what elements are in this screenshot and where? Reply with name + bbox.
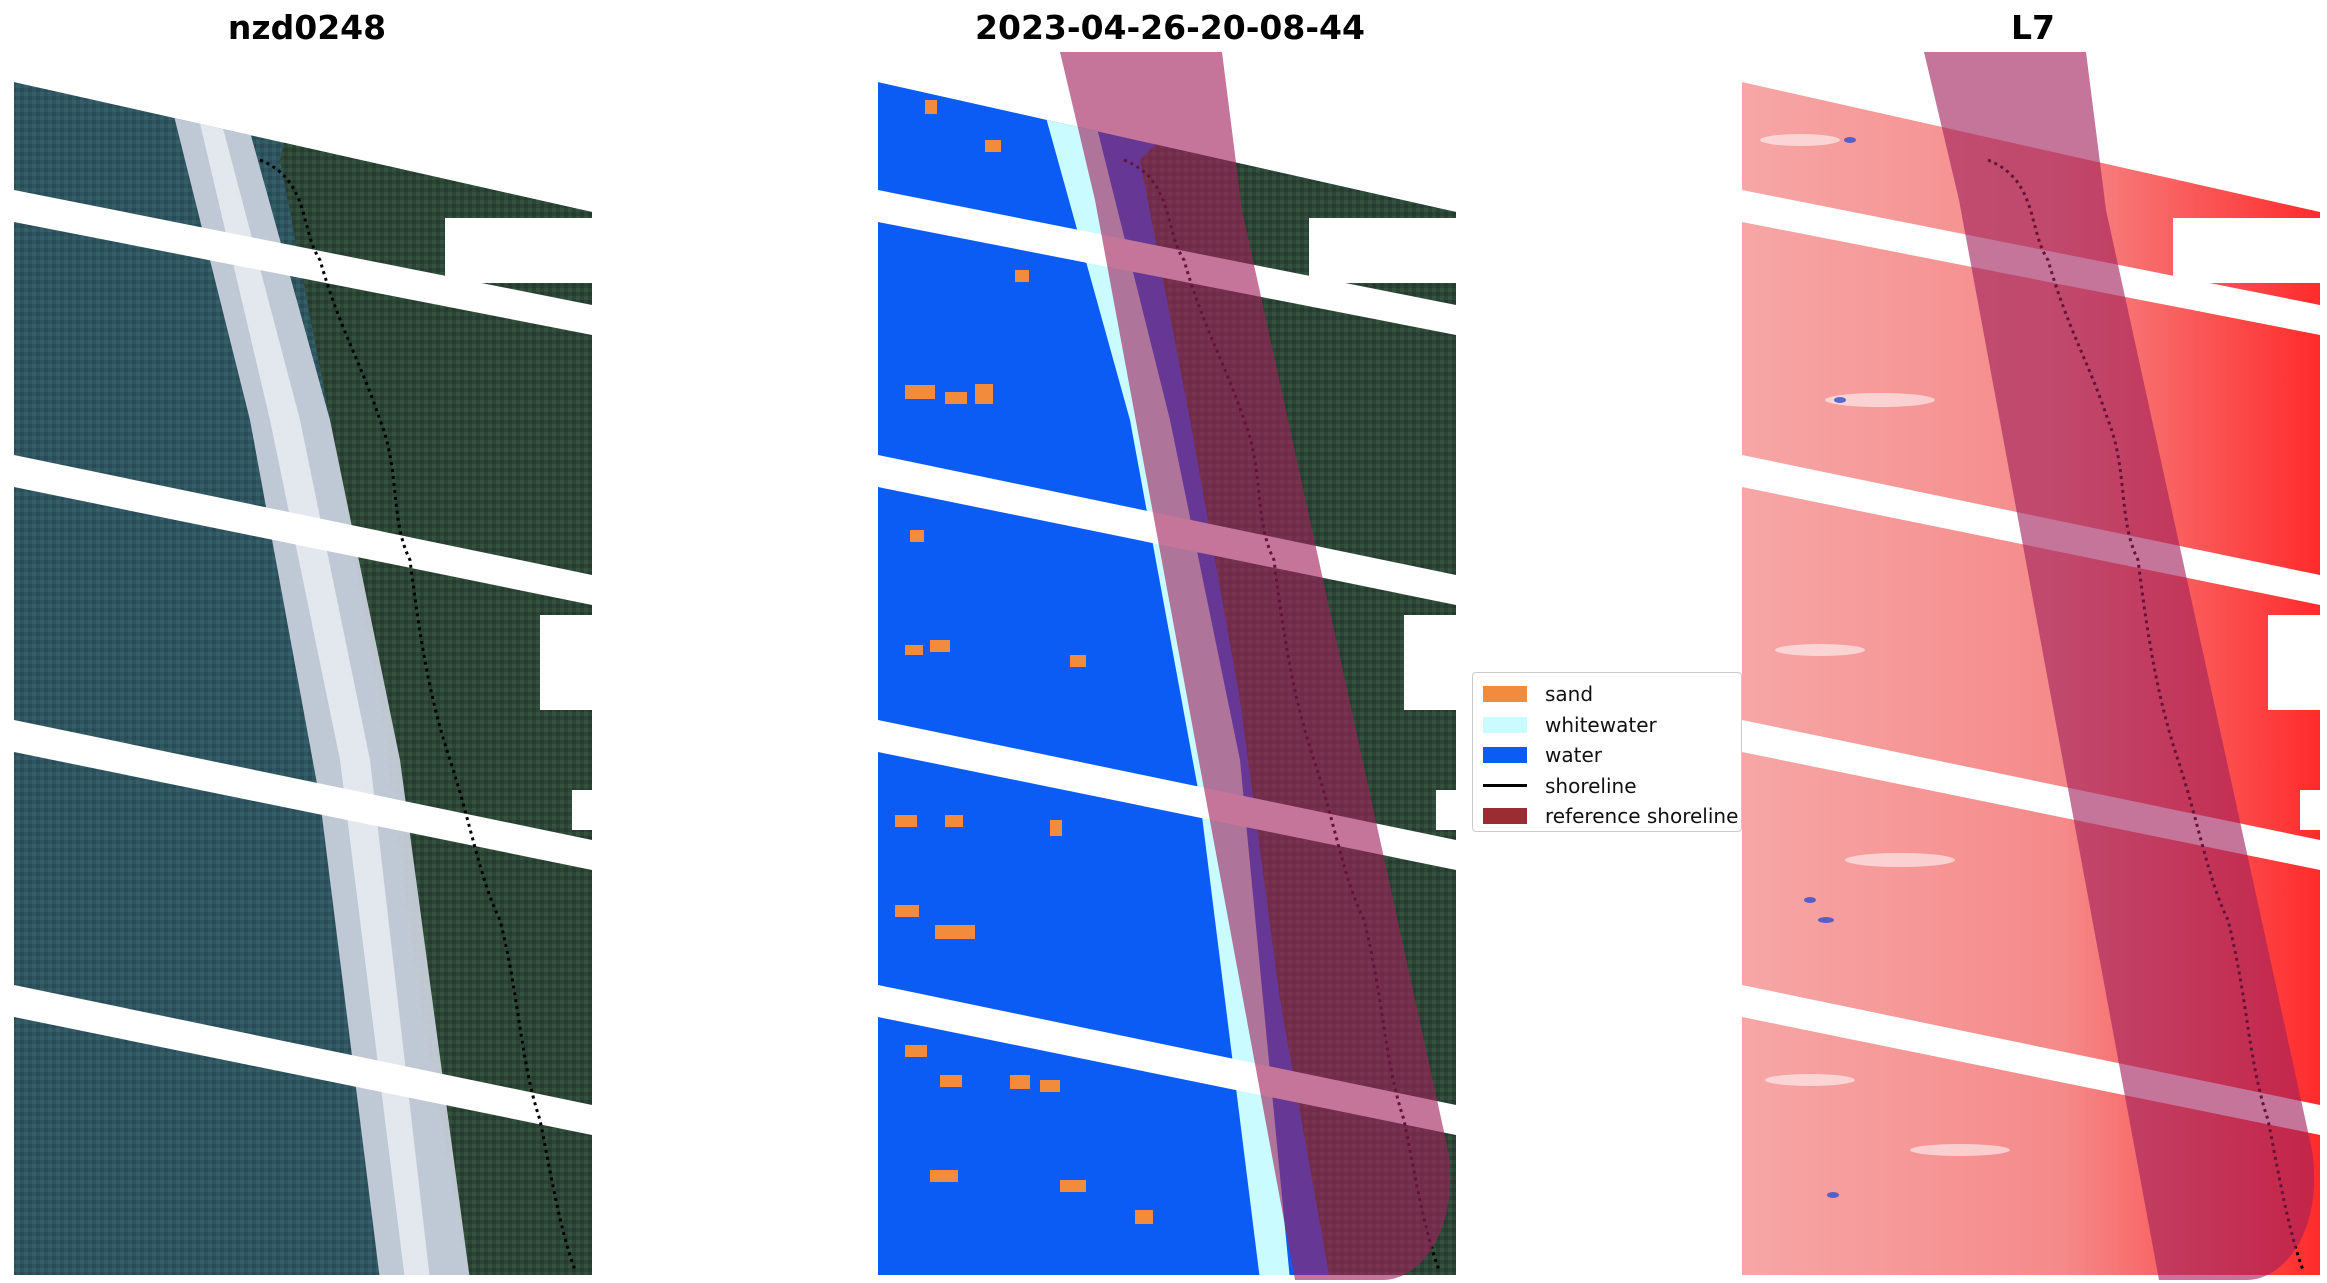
legend-item-sand: sand	[1483, 679, 1731, 710]
reference-shoreline-band-index	[1924, 52, 2315, 1281]
legend-swatch-sand	[1483, 686, 1527, 703]
panel-title-rgb: nzd0248	[227, 8, 387, 47]
panel-title-index: L7	[2011, 8, 2055, 47]
legend-label-reference-shoreline: reference shoreline	[1545, 804, 1739, 829]
legend-item-whitewater: whitewater	[1483, 710, 1731, 741]
legend-swatch-whitewater	[1483, 716, 1527, 733]
reference-shoreline-band-classified	[1060, 52, 1451, 1281]
legend-swatch-shoreline	[1483, 784, 1527, 788]
legend-label-water: water	[1545, 743, 1602, 768]
legend-label-whitewater: whitewater	[1545, 712, 1657, 737]
legend-item-reference-shoreline: reference shoreline	[1483, 801, 1738, 832]
legend: sand whitewater water shoreline referenc…	[1472, 672, 1742, 832]
legend-swatch-water	[1483, 747, 1527, 764]
legend-item-water: water	[1483, 740, 1731, 771]
legend-swatch-reference-shoreline	[1483, 808, 1527, 825]
legend-label-sand: sand	[1545, 682, 1594, 707]
panel-title-classified: 2023-04-26-20-08-44	[975, 8, 1365, 47]
legend-item-shoreline: shoreline	[1483, 771, 1731, 802]
rgb-image	[14, 82, 592, 1275]
legend-label-shoreline: shoreline	[1545, 773, 1637, 798]
